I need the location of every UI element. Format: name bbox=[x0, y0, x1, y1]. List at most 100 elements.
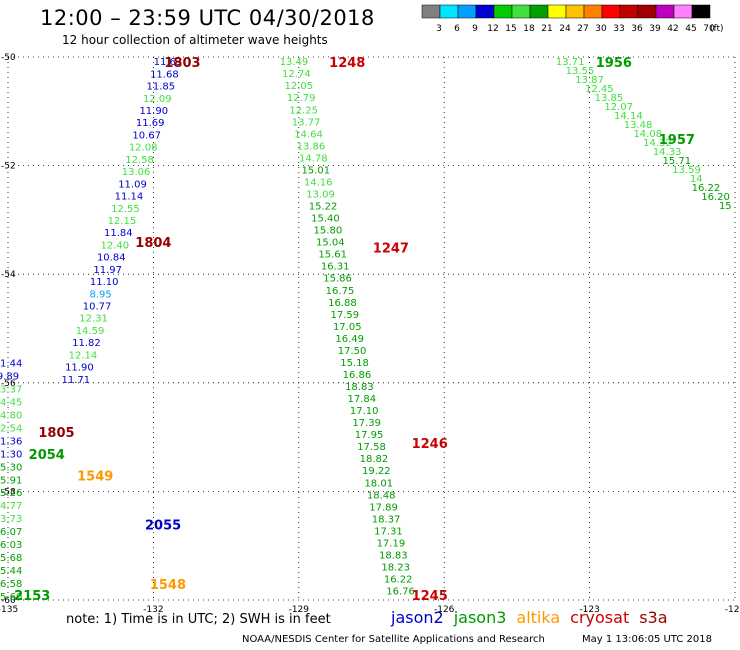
colorbar-tick-label: 42 bbox=[667, 24, 678, 34]
swh-value-label: 15.26 bbox=[0, 488, 22, 499]
swh-value-label: 10.67 bbox=[132, 130, 161, 141]
swh-value-label: 11.68 bbox=[150, 69, 179, 80]
swh-value-label: 11.09 bbox=[118, 179, 147, 190]
swh-value-label: 12.55 bbox=[111, 204, 140, 215]
swh-value-label: 15.01 bbox=[301, 165, 330, 176]
swh-value-label: 9.89 bbox=[0, 371, 19, 382]
colorbar-tick-label: 36 bbox=[631, 24, 643, 34]
swh-value-label: 16.58 bbox=[0, 579, 22, 590]
swh-value-label: 15.86 bbox=[323, 274, 352, 285]
swh-value-label: 12.05 bbox=[284, 81, 313, 92]
swh-value-label: 15.91 bbox=[0, 475, 22, 486]
swh-value-label: 17.19 bbox=[377, 538, 406, 549]
swh-value-label: 15.80 bbox=[314, 226, 343, 237]
y-tick-label: -52 bbox=[1, 162, 16, 172]
swh-value-label: 16.22 bbox=[384, 575, 413, 586]
swh-value-label: 12.40 bbox=[100, 240, 129, 251]
x-tick-label: -123 bbox=[579, 605, 599, 615]
legend-entry-jason2: jason2 bbox=[391, 608, 444, 627]
swh-value-label: 12.15 bbox=[108, 216, 137, 227]
swh-value-label: 14.59 bbox=[76, 326, 105, 337]
swh-value-label: 14.45 bbox=[0, 397, 22, 408]
swh-value-label: 16.31 bbox=[321, 262, 350, 273]
swh-value-label: 11.97 bbox=[93, 265, 122, 276]
swh-value-label: 18.01 bbox=[364, 478, 393, 489]
colorbar-unit: (ft) bbox=[710, 24, 724, 34]
swh-value-label: 13.71 bbox=[556, 57, 585, 68]
colorbar-tick-label: 24 bbox=[559, 24, 571, 34]
swh-value-label: 17.10 bbox=[350, 406, 379, 417]
swh-value-label: 11.82 bbox=[72, 338, 101, 349]
swh-value-label: 12.25 bbox=[289, 105, 318, 116]
swh-value-label: 15.40 bbox=[311, 214, 340, 225]
pass-time-label: 1247 bbox=[373, 241, 409, 256]
x-tick-label: -129 bbox=[289, 605, 310, 615]
swh-value-label: 13.87 bbox=[575, 75, 604, 86]
swh-value-label: 8.95 bbox=[90, 289, 112, 300]
swh-value-label: 12.58 bbox=[125, 155, 154, 166]
swh-value-label: 13.37 bbox=[0, 384, 22, 395]
pass-time-label: 1803 bbox=[164, 56, 200, 71]
colorbar-tick-label: 21 bbox=[541, 24, 552, 34]
swh-value-label: 17.39 bbox=[352, 418, 381, 429]
colorbar-tick-label: 3 bbox=[436, 24, 442, 34]
swh-value-label: 10.77 bbox=[83, 301, 112, 312]
swh-value-label: 12.74 bbox=[282, 69, 311, 80]
swh-value-label: 14.14 bbox=[614, 111, 643, 122]
pass-time-label: 1805 bbox=[38, 426, 74, 441]
swh-value-label: 17.31 bbox=[374, 526, 403, 537]
swh-value-label: 14.33 bbox=[653, 147, 682, 158]
colorbar-tick-label: 15 bbox=[505, 24, 516, 34]
swh-value-label: 13.55 bbox=[566, 66, 595, 77]
swh-value-label: 16.20 bbox=[701, 192, 730, 203]
y-tick-label: -60 bbox=[1, 596, 16, 606]
swh-value-label: 15.60 bbox=[0, 592, 22, 603]
swh-value-label: 15.30 bbox=[0, 462, 22, 473]
pass-time-label: 1956 bbox=[596, 56, 632, 71]
swh-value-label: 11.36 bbox=[0, 436, 22, 447]
pass-time-label: 1549 bbox=[77, 470, 113, 485]
swh-value-label: 15.71 bbox=[663, 156, 692, 167]
satellite-legend: jason2 jason3 altika cryosat s3a bbox=[391, 608, 678, 627]
swh-value-label: 12.45 bbox=[585, 84, 614, 95]
swh-value-label: 12.79 bbox=[287, 93, 316, 104]
swh-value-label: 14.80 bbox=[0, 410, 22, 421]
generated-timestamp: May 1 13:06:05 UTC 2018 bbox=[582, 634, 712, 645]
swh-colorbar: 3 6 9 12 15 18 21 24 27 30 33 36 39 42 45 70(ft) bbox=[421, 4, 724, 34]
swh-value-label: 11.10 bbox=[90, 277, 119, 288]
swh-value-label: 18.37 bbox=[372, 514, 401, 525]
swh-value-label: 15 bbox=[719, 201, 732, 212]
swh-value-label: 12.09 bbox=[143, 94, 172, 105]
swh-value-label: 11.44 bbox=[0, 359, 22, 370]
swh-value-label: 12.08 bbox=[129, 143, 158, 154]
swh-value-label: 16.49 bbox=[335, 334, 364, 345]
colorbar-tick-label: 39 bbox=[649, 24, 661, 34]
swh-value-label: 12.31 bbox=[79, 314, 108, 325]
swh-value-label: 12.54 bbox=[0, 423, 22, 434]
swh-value-label: 16.22 bbox=[692, 183, 721, 194]
pass-time-label: 1957 bbox=[659, 133, 695, 148]
swh-value-label: 11.69 bbox=[136, 118, 165, 129]
swh-value-label: 11.63 bbox=[154, 57, 183, 68]
swh-value-label: 16.07 bbox=[0, 527, 22, 538]
swh-value-label: 12.14 bbox=[69, 350, 98, 361]
swh-value-label: 15.44 bbox=[0, 566, 22, 577]
swh-value-label: 13.73 bbox=[0, 514, 22, 525]
pass-time-label: 1245 bbox=[412, 589, 448, 604]
footnote: note: 1) Time is in UTC; 2) SWH is in fe… bbox=[66, 612, 331, 627]
swh-value-label: 13.09 bbox=[306, 190, 335, 201]
swh-value-label: 11.85 bbox=[147, 82, 176, 93]
swh-value-label: 13.06 bbox=[122, 167, 151, 178]
colorbar-tick-label: 70 bbox=[703, 24, 715, 34]
swh-value-label: 17.59 bbox=[331, 310, 360, 321]
swh-value-label: 16.86 bbox=[343, 370, 372, 381]
swh-value-label: 19.22 bbox=[362, 466, 391, 477]
swh-value-label: 13.49 bbox=[280, 57, 309, 68]
swh-value-label: 17.95 bbox=[355, 430, 384, 441]
colorbar-tick-label: 6 bbox=[454, 24, 460, 34]
credit-line: NOAA/NESDIS Center for Satellite Applica… bbox=[242, 634, 545, 645]
swh-value-label: 13.48 bbox=[624, 120, 653, 131]
x-tick-label: -120 bbox=[725, 605, 740, 615]
swh-value-label: 14 bbox=[690, 174, 703, 185]
